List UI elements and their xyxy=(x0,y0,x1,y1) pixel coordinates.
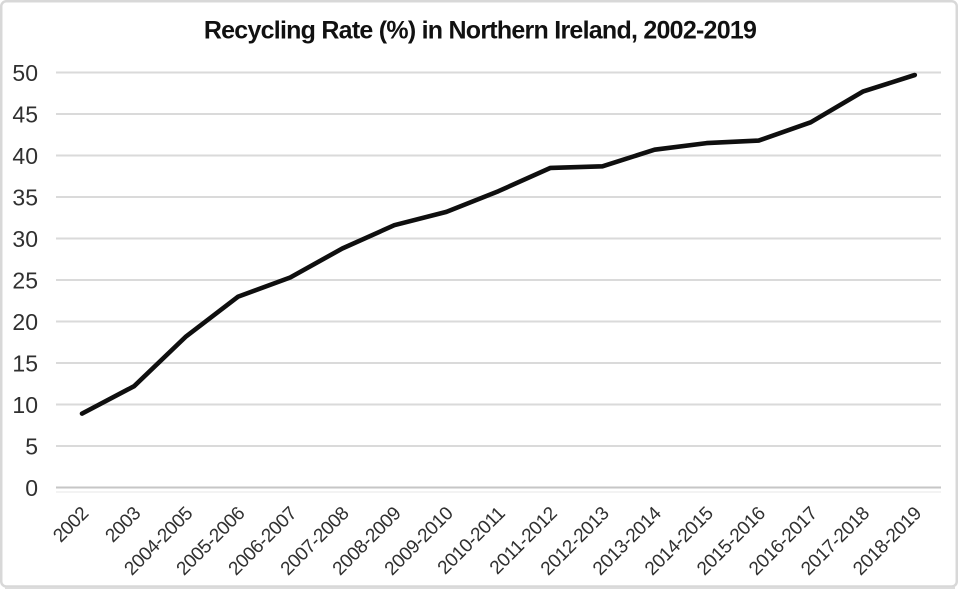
svg-text:5: 5 xyxy=(25,433,38,459)
svg-text:35: 35 xyxy=(12,184,38,210)
svg-text:50: 50 xyxy=(12,60,38,86)
svg-text:15: 15 xyxy=(12,350,38,376)
svg-text:40: 40 xyxy=(12,143,38,169)
svg-text:10: 10 xyxy=(12,392,38,418)
svg-text:20: 20 xyxy=(12,309,38,335)
svg-text:Recycling Rate (%) in Northern: Recycling Rate (%) in Northern Ireland, … xyxy=(204,17,756,45)
svg-text:30: 30 xyxy=(12,226,38,252)
svg-text:25: 25 xyxy=(12,267,38,293)
svg-text:45: 45 xyxy=(12,101,38,127)
svg-text:0: 0 xyxy=(25,475,38,501)
